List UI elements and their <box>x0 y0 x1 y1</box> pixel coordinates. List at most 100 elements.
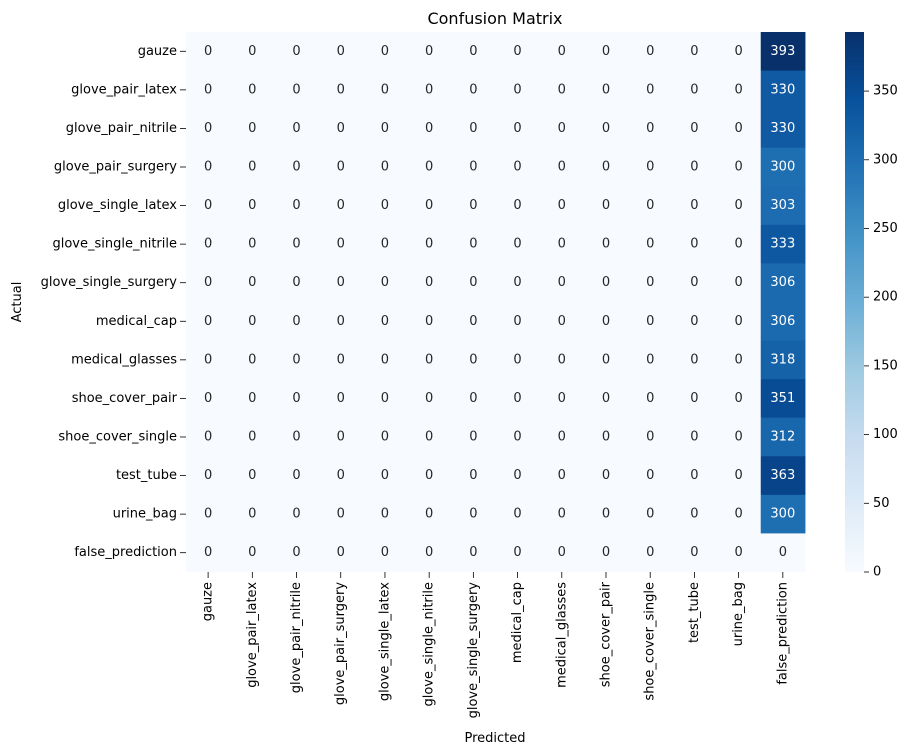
heatmap-cell <box>716 70 762 110</box>
cell-value-label: 0 <box>381 237 389 252</box>
heatmap-cell <box>495 379 541 419</box>
cell-value-label: 0 <box>690 314 698 329</box>
cell-value-label: 0 <box>425 159 433 174</box>
heatmap-cell <box>583 32 629 72</box>
cell-value-label: 0 <box>646 391 654 406</box>
colorbar-tick-label: 0 <box>873 565 881 580</box>
heatmap-cell <box>407 533 452 573</box>
cell-value-label: 0 <box>690 237 698 252</box>
x-tick-label: glove_single_latex <box>377 582 392 701</box>
heatmap-cell <box>760 32 806 72</box>
heatmap-cell <box>539 186 585 226</box>
heatmap-cell <box>716 456 762 496</box>
cell-value-label: 0 <box>558 159 566 174</box>
heatmap-cell <box>539 417 585 457</box>
heatmap-cell <box>716 224 762 264</box>
heatmap-cell <box>230 340 275 380</box>
x-tick-label: gauze <box>201 582 216 621</box>
heatmap-cell <box>672 379 718 419</box>
heatmap-cell <box>672 224 718 264</box>
heatmap-cell <box>672 340 718 380</box>
cell-value-label: 300 <box>770 159 795 174</box>
heatmap-cell <box>186 263 231 303</box>
cell-value-label: 0 <box>558 198 566 213</box>
cell-value-label: 0 <box>558 82 566 97</box>
cell-value-label: 0 <box>469 82 477 97</box>
cell-value-label: 0 <box>292 391 300 406</box>
heatmap-cell <box>451 494 496 534</box>
cell-value-label: 0 <box>425 275 433 290</box>
y-tick-label: glove_pair_surgery <box>54 159 177 174</box>
cell-value-label: 0 <box>734 82 742 97</box>
heatmap-cell <box>230 70 275 110</box>
y-tick-label: urine_bag <box>113 507 177 522</box>
cell-value-label: 0 <box>204 198 212 213</box>
cell-value-label: 0 <box>292 159 300 174</box>
heatmap-cell <box>451 147 496 187</box>
cell-value-label: 0 <box>734 237 742 252</box>
heatmap-cell <box>672 70 718 110</box>
cell-value-label: 0 <box>248 198 256 213</box>
heatmap-cell <box>230 186 275 226</box>
cell-value-label: 0 <box>425 237 433 252</box>
cell-value-label: 0 <box>204 429 212 444</box>
cell-value-label: 0 <box>425 121 433 136</box>
heatmap-cell <box>760 456 806 496</box>
cell-value-label: 0 <box>425 352 433 367</box>
cell-value-label: 0 <box>204 237 212 252</box>
cell-value-label: 0 <box>469 198 477 213</box>
heatmap-cell <box>274 456 320 496</box>
cell-value-label: 0 <box>469 314 477 329</box>
cell-value-label: 0 <box>646 82 654 97</box>
cell-value-label: 0 <box>558 429 566 444</box>
cell-value-label: 0 <box>204 82 212 97</box>
cell-value-label: 0 <box>558 314 566 329</box>
heatmap-cell <box>760 186 806 226</box>
heatmap-cell <box>495 70 541 110</box>
cell-value-label: 0 <box>337 121 345 136</box>
heatmap-cell <box>672 147 718 187</box>
cell-value-label: 0 <box>337 198 345 213</box>
heatmap-cell <box>628 379 673 419</box>
y-axis-label: Actual <box>10 282 25 323</box>
cell-value-label: 0 <box>381 507 389 522</box>
heatmap-cell <box>672 301 718 342</box>
cell-value-label: 0 <box>513 314 521 329</box>
cell-value-label: 0 <box>690 507 698 522</box>
cell-value-label: 0 <box>690 82 698 97</box>
cell-value-label: 0 <box>204 44 212 59</box>
heatmap-cell <box>407 70 452 110</box>
cell-value-label: 0 <box>381 391 389 406</box>
heatmap-cell <box>186 109 231 149</box>
cell-value-label: 0 <box>204 159 212 174</box>
heatmap-cell <box>186 494 231 534</box>
cell-value-label: 0 <box>602 121 610 136</box>
heatmap-cell <box>274 494 320 534</box>
cell-value-label: 0 <box>646 314 654 329</box>
heatmap-cell <box>539 533 585 573</box>
y-tick-label: shoe_cover_pair <box>72 391 178 406</box>
cell-value-label: 330 <box>770 121 795 136</box>
cell-value-label: 0 <box>734 275 742 290</box>
cell-value-label: 0 <box>292 275 300 290</box>
heatmap-cell <box>274 32 320 72</box>
heatmap-cell <box>318 263 364 303</box>
heatmap-cell <box>495 147 541 187</box>
heatmap-cell <box>672 533 718 573</box>
cell-value-label: 0 <box>337 507 345 522</box>
cell-value-label: 0 <box>513 275 521 290</box>
heatmap-cell <box>451 340 496 380</box>
cell-value-label: 0 <box>646 545 654 560</box>
heatmap-cell <box>583 456 629 496</box>
cell-value-label: 300 <box>770 507 795 522</box>
heatmap-cell <box>362 379 408 419</box>
heatmap-cell <box>583 263 629 303</box>
cell-value-label: 0 <box>469 121 477 136</box>
cell-value-label: 0 <box>425 507 433 522</box>
cell-value-label: 0 <box>513 352 521 367</box>
x-tick-label: glove_single_surgery <box>466 582 481 719</box>
heatmap-cell <box>672 263 718 303</box>
cell-value-label: 0 <box>204 352 212 367</box>
cell-value-label: 0 <box>602 159 610 174</box>
heatmap-cell <box>274 109 320 149</box>
